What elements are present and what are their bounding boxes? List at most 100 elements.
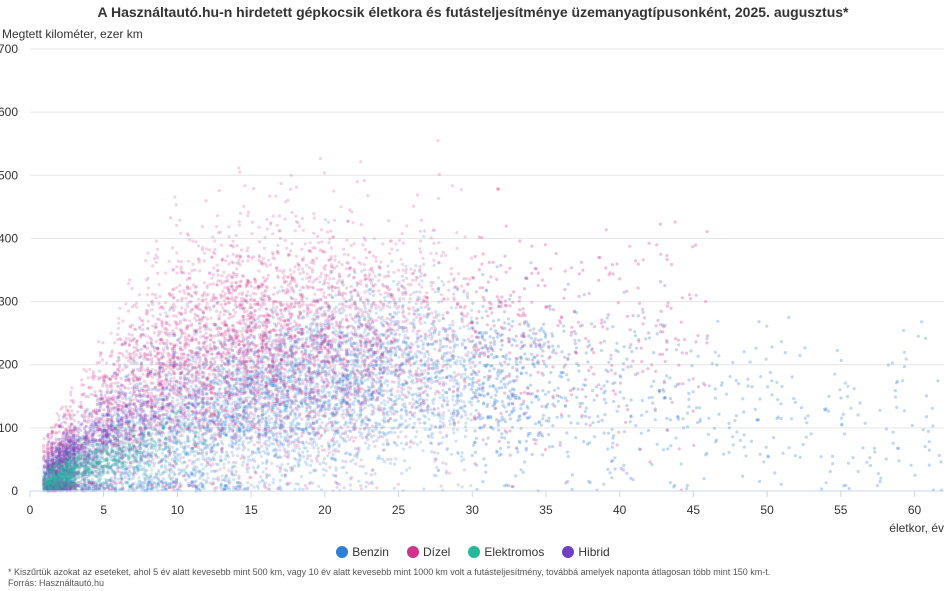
data-point — [394, 394, 398, 398]
data-point — [357, 479, 361, 483]
data-point — [194, 479, 198, 483]
data-point — [460, 455, 464, 459]
x-axis-label: életkor, év — [889, 521, 944, 535]
data-point — [310, 459, 314, 463]
data-point — [749, 439, 754, 443]
data-point — [640, 398, 644, 403]
data-point — [358, 464, 362, 468]
data-point — [209, 429, 213, 433]
data-point — [920, 320, 924, 324]
data-point — [597, 420, 601, 424]
data-point — [175, 398, 180, 402]
data-point — [798, 455, 802, 459]
data-point — [876, 472, 881, 476]
data-point — [563, 404, 568, 408]
data-point — [247, 458, 251, 462]
data-point — [300, 277, 305, 281]
data-point — [287, 439, 291, 443]
data-point — [489, 395, 493, 399]
data-point — [337, 406, 341, 410]
data-point — [530, 400, 534, 404]
data-point — [540, 453, 545, 457]
data-point — [687, 397, 691, 402]
data-point — [449, 364, 453, 368]
data-point — [454, 439, 458, 443]
data-point — [393, 462, 397, 466]
data-point — [311, 481, 315, 485]
data-point — [187, 445, 191, 449]
data-point — [698, 417, 702, 421]
data-point — [331, 452, 335, 457]
data-point — [235, 481, 239, 485]
data-point — [508, 389, 512, 393]
data-point — [456, 450, 460, 454]
data-point — [300, 405, 304, 409]
data-point — [516, 450, 520, 454]
data-point — [390, 406, 394, 410]
data-point — [233, 464, 237, 468]
data-point — [180, 362, 185, 366]
data-point — [717, 412, 721, 416]
data-point — [234, 386, 238, 390]
data-point — [716, 319, 720, 323]
data-point — [492, 356, 496, 360]
data-point — [650, 395, 654, 399]
data-point — [332, 326, 336, 330]
data-point — [770, 379, 774, 383]
data-point — [477, 331, 481, 335]
data-point — [189, 384, 193, 389]
data-point — [60, 472, 64, 476]
data-point — [405, 413, 409, 417]
data-point — [451, 389, 456, 393]
data-point — [440, 403, 444, 407]
data-point — [655, 332, 659, 336]
data-point — [435, 465, 439, 469]
data-point — [279, 486, 283, 490]
data-point — [470, 403, 474, 407]
data-point — [591, 421, 595, 425]
data-point — [514, 360, 518, 364]
data-point — [445, 366, 449, 370]
data-point — [327, 399, 331, 403]
data-point — [235, 447, 239, 451]
data-point — [537, 421, 541, 425]
data-point — [478, 383, 482, 387]
data-point — [926, 429, 931, 433]
data-point — [462, 400, 466, 404]
data-point — [279, 346, 284, 350]
data-point — [326, 390, 330, 394]
data-point — [305, 387, 309, 391]
data-point — [392, 431, 397, 435]
data-point — [757, 418, 761, 422]
data-point — [651, 401, 655, 405]
data-point — [415, 429, 419, 434]
data-point — [665, 416, 669, 420]
data-point — [936, 379, 940, 383]
data-points — [41, 139, 944, 493]
data-point — [446, 399, 450, 403]
data-point — [486, 416, 490, 420]
data-point — [267, 414, 271, 418]
data-point — [458, 359, 462, 363]
data-point — [434, 362, 438, 367]
data-point — [412, 291, 416, 295]
data-point — [414, 264, 418, 268]
data-point — [573, 338, 577, 342]
data-point — [354, 378, 358, 382]
data-point — [200, 485, 204, 489]
data-point — [116, 428, 120, 432]
data-point — [237, 426, 241, 430]
data-point — [223, 426, 227, 430]
data-point — [105, 440, 109, 444]
data-point — [338, 344, 342, 348]
data-point — [430, 441, 434, 445]
data-point — [294, 438, 298, 442]
data-point — [308, 405, 312, 409]
data-point — [694, 406, 699, 410]
data-point — [360, 269, 364, 273]
data-point — [673, 384, 678, 389]
data-point — [621, 368, 625, 372]
data-point — [655, 442, 659, 446]
data-point — [496, 420, 500, 425]
data-point — [426, 307, 431, 311]
